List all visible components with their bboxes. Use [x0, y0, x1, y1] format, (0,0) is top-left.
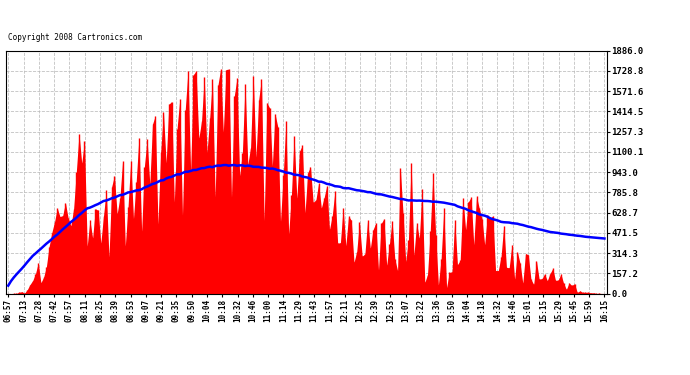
Text: East Array Actual Power (red) & Running Average Power (blue) (Watts)  Mon Nov 17: East Array Actual Power (red) & Running … [8, 8, 524, 18]
Text: Copyright 2008 Cartronics.com: Copyright 2008 Cartronics.com [8, 33, 142, 42]
